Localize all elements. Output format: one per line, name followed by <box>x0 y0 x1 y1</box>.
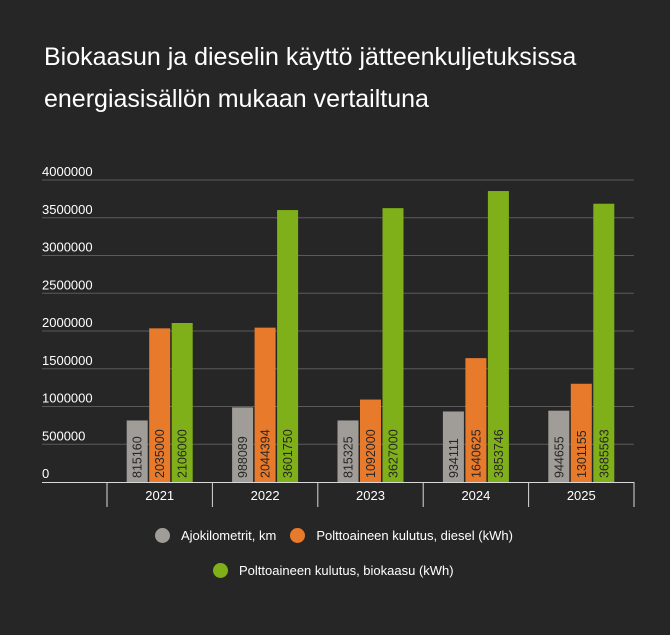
data-label-2024-series-0: 934111 <box>447 438 461 478</box>
bar-2025-series-1 <box>570 383 592 482</box>
data-label-2022-series-1: 2044394 <box>259 429 273 478</box>
data-label-2023-series-0: 815325 <box>342 436 356 478</box>
bar-2024-series-0 <box>442 411 464 482</box>
data-label-2024-series-2: 3853746 <box>492 429 506 478</box>
y-tick-1000000-label: 1000000 <box>42 391 93 406</box>
y-tick-500000-label: 500000 <box>42 428 85 443</box>
x-category-label-2025: 2025 <box>567 488 596 503</box>
data-label-2025-series-2: 3685563 <box>597 429 611 478</box>
y-tick-3500000-label: 3500000 <box>42 202 93 217</box>
data-label-2022-series-2: 3601750 <box>281 429 295 478</box>
legend-label-ajokilometrit: Ajokilometrit, km <box>181 528 277 543</box>
legend-label-biokaasu: Polttoaineen kulutus, biokaasu (kWh) <box>239 563 454 578</box>
bar-2021-series-1 <box>149 328 171 482</box>
y-tick-2000000-label: 2000000 <box>42 315 93 330</box>
bar-2021-series-0 <box>126 420 148 482</box>
data-label-2021-series-2: 2106000 <box>176 429 190 478</box>
chart-title-line2: energiasisällön mukaan vertailtuna <box>44 85 429 113</box>
data-label-2021-series-0: 815160 <box>131 436 145 478</box>
chart-title: Biokaasun ja dieselin käyttö jätteenkulj… <box>44 36 664 120</box>
legend-item-ajokilometrit: Ajokilometrit, km <box>155 528 276 543</box>
x-category-label-2023: 2023 <box>356 488 385 503</box>
bar-2021-series-2 <box>171 322 193 482</box>
legend-item-biokaasu: Polttoaineen kulutus, biokaasu (kWh) <box>213 563 454 578</box>
y-tick-2500000-label: 2500000 <box>42 277 93 292</box>
legend-row-1: Ajokilometrit, km Polttoaineen kulutus, … <box>155 528 527 543</box>
data-label-2023-series-2: 3627000 <box>387 429 401 478</box>
x-category-label-2021: 2021 <box>145 488 174 503</box>
bar-2024-series-1 <box>465 358 487 482</box>
bar-chart: 0 500000 1000000 1500000 2000000 2500000 30000… <box>42 164 635 507</box>
legend-swatch-diesel <box>290 528 306 543</box>
legend-swatch-biokaasu <box>213 563 228 578</box>
bar-2022-series-1 <box>254 327 276 482</box>
bar-2023-series-0 <box>337 420 359 482</box>
bar-2022-series-2 <box>277 210 299 482</box>
data-label-2024-series-1: 1640625 <box>469 429 483 478</box>
bar-2025-series-0 <box>548 410 570 482</box>
data-label-2022-series-0: 988089 <box>236 436 250 478</box>
data-label-2021-series-1: 2035000 <box>153 429 167 478</box>
bar-2023-series-2 <box>382 208 404 482</box>
legend-swatch-ajokilometrit <box>155 528 170 543</box>
y-tick-3000000-label: 3000000 <box>42 240 93 255</box>
bar-2025-series-2 <box>593 203 615 482</box>
bar-2024-series-2 <box>487 191 509 482</box>
legend-row-2: Polttoaineen kulutus, biokaasu (kWh) <box>213 563 468 578</box>
bar-2022-series-0 <box>232 407 254 482</box>
data-label-2025-series-1: 1301155 <box>575 430 589 478</box>
bar-2023-series-1 <box>360 399 381 482</box>
legend-item-diesel: Polttoaineen kulutus, diesel (kWh) <box>290 528 513 543</box>
chart-title-line1: Biokaasun ja dieselin käyttö jätteenkulj… <box>44 43 577 71</box>
legend-label-diesel: Polttoaineen kulutus, diesel (kWh) <box>316 528 513 543</box>
x-category-label-2024: 2024 <box>461 488 490 503</box>
data-label-2023-series-1: 1092000 <box>364 429 378 478</box>
y-tick-4000000-label: 4000000 <box>42 164 93 179</box>
data-label-2025-series-0: 944655 <box>552 436 566 478</box>
y-tick-0-label: 0 <box>42 466 49 481</box>
x-category-label-2022: 2022 <box>251 488 280 503</box>
y-tick-1500000-label: 1500000 <box>42 353 93 368</box>
